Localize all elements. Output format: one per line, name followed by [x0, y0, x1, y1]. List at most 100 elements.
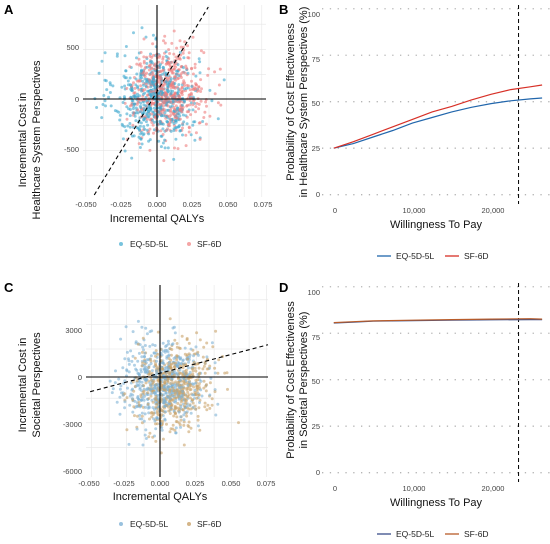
scatter-point-sf6d — [195, 102, 199, 105]
scatter-point-eq5d — [148, 344, 152, 348]
scatter-point-eq5d — [164, 50, 168, 54]
scatter-point-eq5d — [209, 376, 213, 380]
scatter-point-eq5d — [148, 387, 152, 391]
panel-c-xtick: 0.050 — [222, 479, 241, 488]
scatter-point-eq5d — [127, 370, 131, 374]
scatter-point-eq5d — [159, 145, 163, 149]
scatter-point-eq5d — [139, 370, 143, 374]
scatter-point-sf6d — [172, 67, 176, 71]
scatter-point-sf6d — [176, 57, 180, 61]
scatter-point-sf6d — [197, 102, 201, 106]
scatter-point-sf6d — [187, 430, 191, 434]
scatter-point-eq5d — [136, 359, 140, 363]
panel-c-xtick: -0.025 — [113, 479, 134, 488]
scatter-point-sf6d — [160, 367, 164, 371]
scatter-point-eq5d — [131, 330, 135, 334]
scatter-point-eq5d — [129, 349, 133, 353]
scatter-point-eq5d — [150, 61, 154, 65]
scatter-point-sf6d — [175, 345, 179, 349]
scatter-point-sf6d — [183, 40, 187, 44]
scatter-point-sf6d — [194, 83, 198, 87]
scatter-point-eq5d — [156, 417, 160, 420]
scatter-point-eq5d — [130, 156, 134, 160]
scatter-point-sf6d — [166, 379, 170, 383]
scatter-point-sf6d — [193, 62, 197, 66]
scatter-point-sf6d — [180, 89, 184, 93]
scatter-point-sf6d — [161, 133, 165, 136]
scatter-point-eq5d — [164, 391, 168, 395]
scatter-point-eq5d — [154, 427, 158, 431]
scatter-point-sf6d — [167, 57, 171, 61]
scatter-point-eq5d — [168, 105, 172, 109]
scatter-point-eq5d — [118, 113, 122, 117]
scatter-point-eq5d — [208, 88, 212, 92]
scatter-point-sf6d — [146, 402, 150, 406]
scatter-point-sf6d — [208, 406, 212, 410]
scatter-point-eq5d — [153, 434, 156, 438]
scatter-point-sf6d — [194, 105, 198, 109]
scatter-point-sf6d — [187, 420, 191, 424]
scatter-point-eq5d — [189, 347, 193, 351]
scatter-point-sf6d — [197, 85, 201, 89]
scatter-point-sf6d — [172, 52, 176, 56]
scatter-point-sf6d — [187, 341, 191, 345]
scatter-point-eq5d — [131, 354, 135, 358]
scatter-point-eq5d — [163, 138, 167, 142]
scatter-point-eq5d — [177, 397, 181, 401]
scatter-point-eq5d — [125, 369, 129, 373]
scatter-point-sf6d — [199, 90, 203, 93]
scatter-point-eq5d — [124, 69, 128, 73]
scatter-point-eq5d — [142, 109, 146, 113]
scatter-point-eq5d — [183, 87, 186, 91]
scatter-point-sf6d — [223, 371, 227, 375]
panel-a-xtick: -0.025 — [110, 200, 131, 209]
panel-c-xtick: -0.050 — [78, 479, 99, 488]
scatter-point-sf6d — [132, 405, 136, 409]
scatter-point-eq5d — [185, 122, 189, 126]
scatter-point-eq5d — [107, 95, 111, 99]
scatter-point-eq5d — [144, 428, 148, 432]
panel-a-ytick: 500 — [66, 43, 79, 52]
scatter-point-eq5d — [177, 362, 181, 366]
scatter-point-sf6d — [163, 34, 167, 38]
scatter-point-eq5d — [208, 366, 211, 370]
scatter-point-eq5d — [115, 54, 119, 58]
scatter-point-eq5d — [192, 382, 196, 386]
scatter-point-eq5d — [152, 106, 156, 110]
scatter-point-sf6d — [185, 115, 189, 119]
scatter-point-eq5d — [97, 71, 101, 75]
scatter-point-sf6d — [218, 67, 222, 71]
scatter-point-eq5d — [135, 404, 139, 408]
scatter-point-sf6d — [155, 422, 159, 426]
scatter-point-eq5d — [140, 411, 144, 415]
scatter-point-eq5d — [197, 57, 201, 61]
scatter-point-eq5d — [113, 109, 117, 113]
scatter-point-eq5d — [134, 77, 138, 81]
scatter-point-eq5d — [161, 65, 165, 69]
scatter-point-sf6d — [125, 86, 129, 90]
panel-d-grid — [322, 286, 550, 474]
scatter-point-sf6d — [177, 406, 181, 410]
scatter-point-eq5d — [111, 387, 115, 391]
scatter-point-sf6d — [153, 67, 157, 71]
scatter-point-sf6d — [207, 67, 211, 71]
scatter-point-eq5d — [182, 413, 186, 417]
scatter-point-sf6d — [171, 112, 175, 116]
panel-c-xtick: 0.000 — [151, 479, 170, 488]
scatter-point-sf6d — [148, 78, 151, 82]
scatter-point-eq5d — [160, 79, 164, 83]
panel-d-legend-sf6d: SF-6D — [464, 529, 489, 539]
scatter-point-sf6d — [205, 104, 208, 108]
scatter-point-sf6d — [199, 49, 203, 53]
scatter-point-sf6d — [175, 389, 179, 392]
panel-d-ytick: 75 — [312, 333, 320, 342]
scatter-point-eq5d — [213, 371, 217, 375]
scatter-point-eq5d — [185, 404, 189, 408]
scatter-point-eq5d — [166, 88, 170, 92]
panel-a-ylabel-1: Incremental Cost in — [17, 93, 29, 188]
scatter-point-eq5d — [158, 122, 162, 126]
scatter-point-sf6d — [167, 48, 171, 52]
scatter-point-eq5d — [163, 418, 167, 422]
scatter-point-eq5d — [142, 419, 146, 423]
scatter-point-eq5d — [169, 89, 173, 93]
